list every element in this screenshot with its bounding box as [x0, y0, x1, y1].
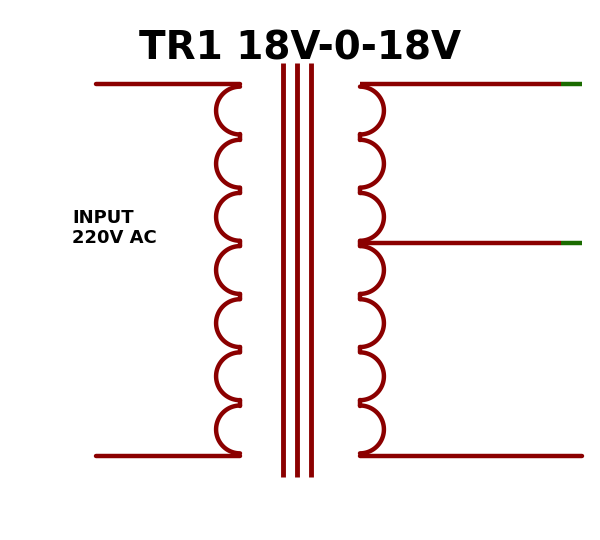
Text: INPUT
220V AC: INPUT 220V AC [72, 208, 157, 247]
Text: TR1 18V-0-18V: TR1 18V-0-18V [139, 30, 461, 68]
